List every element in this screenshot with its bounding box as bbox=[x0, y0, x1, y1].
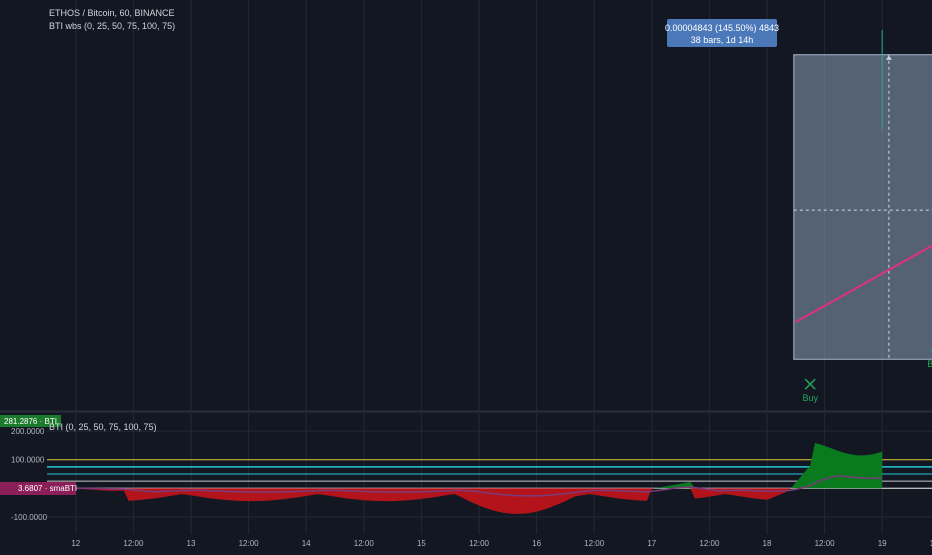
time-tick-label: 12:00 bbox=[239, 539, 260, 548]
measure-label-box bbox=[667, 19, 777, 47]
sma-bti-line bbox=[46, 475, 883, 497]
time-tick-label: 17 bbox=[647, 539, 656, 548]
time-tick-label: 12:00 bbox=[123, 539, 144, 548]
osc-tick-label: 100.0000 bbox=[11, 456, 45, 465]
time-tick-label: 12 bbox=[71, 539, 80, 548]
measure-label-line2: 38 bars, 1d 14h bbox=[691, 35, 754, 45]
time-tick-label: 12:00 bbox=[815, 539, 836, 548]
buy-cross-marker bbox=[804, 378, 816, 390]
time-tick-label: 15 bbox=[417, 539, 426, 548]
bti-negative-area bbox=[47, 488, 883, 514]
time-axis-band bbox=[0, 534, 932, 550]
measure-label-line1: 0.00004843 (145.50%) 4843 bbox=[665, 23, 779, 33]
bti-value-label: 281.2876 · BTI bbox=[4, 417, 57, 426]
time-tick-label: 13 bbox=[187, 539, 196, 548]
time-tick-label: 12:00 bbox=[930, 539, 932, 548]
bti-value-badge bbox=[0, 415, 61, 427]
time-tick-label: 19 bbox=[878, 539, 887, 548]
time-tick-label: 16 bbox=[532, 539, 541, 548]
time-tick-label: 14 bbox=[302, 539, 311, 548]
time-tick-label: 12:00 bbox=[354, 539, 375, 548]
time-tick-label: 12:00 bbox=[699, 539, 720, 548]
measure-box[interactable] bbox=[793, 54, 932, 360]
symbol-title: ETHOS / Bitcoin, 60, BINANCE bbox=[49, 8, 175, 18]
buy-label: Buy bbox=[927, 359, 932, 369]
time-tick-label: 12:00 bbox=[469, 539, 490, 548]
bti-indicator-title: BTI (0, 25, 50, 75, 100, 75) bbox=[49, 422, 157, 432]
bti-positive-area bbox=[47, 442, 883, 489]
indicator-title: BTI wbs (0, 25, 50, 75, 100, 75) bbox=[49, 21, 175, 31]
time-tick-label: 12:00 bbox=[584, 539, 605, 548]
osc-tick-label: 200.0000 bbox=[11, 427, 45, 436]
time-tick-label: 18 bbox=[763, 539, 772, 548]
sma-value-badge bbox=[0, 482, 76, 495]
osc-tick-label: -100.0000 bbox=[11, 513, 48, 522]
measure-arrowhead-up bbox=[885, 55, 892, 60]
buy-label: Buy bbox=[802, 393, 818, 403]
sma-value-label: 3.6807 · smaBTI bbox=[18, 484, 77, 493]
trend-arrow[interactable] bbox=[795, 223, 932, 323]
